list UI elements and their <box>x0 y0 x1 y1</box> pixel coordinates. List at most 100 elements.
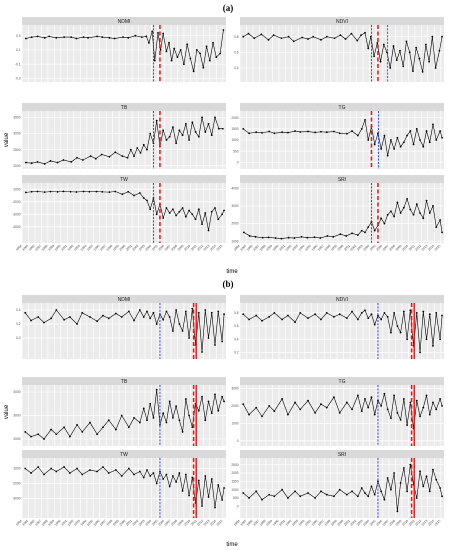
data-point <box>146 148 148 151</box>
data-point <box>441 314 443 317</box>
data-point <box>345 493 348 496</box>
x-tick-label: 1997 <box>99 519 107 527</box>
data-point <box>386 315 389 318</box>
data-point <box>255 490 258 493</box>
facet-a-sri: SRI4000300020001000198419851986198719881… <box>231 175 444 252</box>
data-point <box>435 478 438 481</box>
data-point <box>293 237 296 239</box>
data-point <box>432 123 434 126</box>
data-point <box>408 51 411 54</box>
x-tick-label: 2003 <box>356 244 364 252</box>
data-point <box>382 43 385 46</box>
data-point <box>221 213 224 216</box>
data-point <box>214 207 216 209</box>
data-point <box>439 130 442 132</box>
x-tick-label: 2000 <box>336 244 344 252</box>
data-point <box>89 155 92 158</box>
data-point <box>175 214 178 217</box>
data-point <box>127 36 130 39</box>
data-point <box>325 131 328 134</box>
data-point <box>214 344 216 346</box>
data-point <box>184 310 187 313</box>
data-point <box>439 219 442 221</box>
data-point <box>360 229 363 232</box>
x-tick-label: 1997 <box>317 244 325 252</box>
data-point <box>373 493 376 496</box>
data-point <box>260 33 263 36</box>
x-tick-label: 1990 <box>272 519 280 527</box>
data-point <box>208 59 211 62</box>
y-tick-label: 2500 <box>13 148 20 152</box>
data-point <box>126 156 129 159</box>
x-tick-label: 2008 <box>388 244 396 252</box>
data-point <box>168 316 171 318</box>
data-point <box>367 317 370 320</box>
data-point <box>207 337 210 339</box>
data-point <box>191 213 194 216</box>
data-point <box>419 212 421 214</box>
data-point <box>292 40 295 43</box>
data-point <box>30 162 33 165</box>
data-point <box>223 209 225 212</box>
data-point <box>155 323 158 325</box>
y-tick-label: 500 <box>233 149 239 153</box>
y-tick-label: 0 <box>237 160 239 164</box>
y-tick-label: 0.8 <box>234 35 239 39</box>
data-point <box>24 161 27 164</box>
data-point <box>300 235 303 238</box>
data-point <box>217 218 220 221</box>
data-point <box>422 217 425 220</box>
data-point <box>168 400 171 403</box>
facet-strip <box>240 377 444 385</box>
data-point <box>194 218 197 221</box>
x-tick-label: 1994 <box>298 519 306 527</box>
data-point <box>101 36 104 39</box>
data-point <box>351 130 353 132</box>
x-tick-label: 2013 <box>421 519 429 527</box>
data-point <box>181 207 184 209</box>
x-tick-label: 2005 <box>151 244 159 252</box>
data-point <box>367 226 370 229</box>
data-point <box>43 473 45 476</box>
data-point <box>165 207 168 209</box>
data-point <box>333 37 336 40</box>
data-point <box>89 421 91 424</box>
data-point <box>412 143 415 146</box>
data-point <box>273 410 276 413</box>
data-point <box>195 49 198 51</box>
x-tick-label: 1999 <box>330 519 338 527</box>
x-tick-label: 2006 <box>157 244 165 252</box>
panel-background <box>22 25 226 82</box>
data-point <box>120 414 123 417</box>
y-tick-label: -0.1 <box>15 62 21 66</box>
data-point <box>152 472 155 474</box>
data-point <box>140 36 143 39</box>
data-point <box>129 148 132 151</box>
data-point <box>367 47 370 50</box>
facet-strip <box>240 175 444 183</box>
data-point <box>207 496 210 498</box>
y-tick-label: 500 <box>233 496 239 500</box>
data-point <box>393 148 396 150</box>
data-point <box>181 330 184 332</box>
data-point <box>197 479 200 482</box>
x-tick-label: 2007 <box>164 519 172 527</box>
data-point <box>149 475 152 477</box>
x-tick-label: 2000 <box>336 519 344 527</box>
data-point <box>165 310 168 313</box>
data-point <box>380 318 383 321</box>
x-tick-label: 1996 <box>311 244 319 252</box>
x-tick-label: 1990 <box>54 519 62 527</box>
data-point <box>274 237 277 239</box>
data-point <box>168 135 171 138</box>
y-tick-label: 0.1 <box>16 48 21 52</box>
data-point <box>191 476 194 479</box>
data-point <box>102 426 104 429</box>
data-point <box>439 487 442 489</box>
data-point <box>191 121 194 124</box>
data-point <box>399 49 401 52</box>
data-point <box>50 467 53 470</box>
y-tick-label: 2000 <box>231 404 238 408</box>
data-point <box>214 116 216 119</box>
x-tick-label: 1989 <box>47 519 55 527</box>
